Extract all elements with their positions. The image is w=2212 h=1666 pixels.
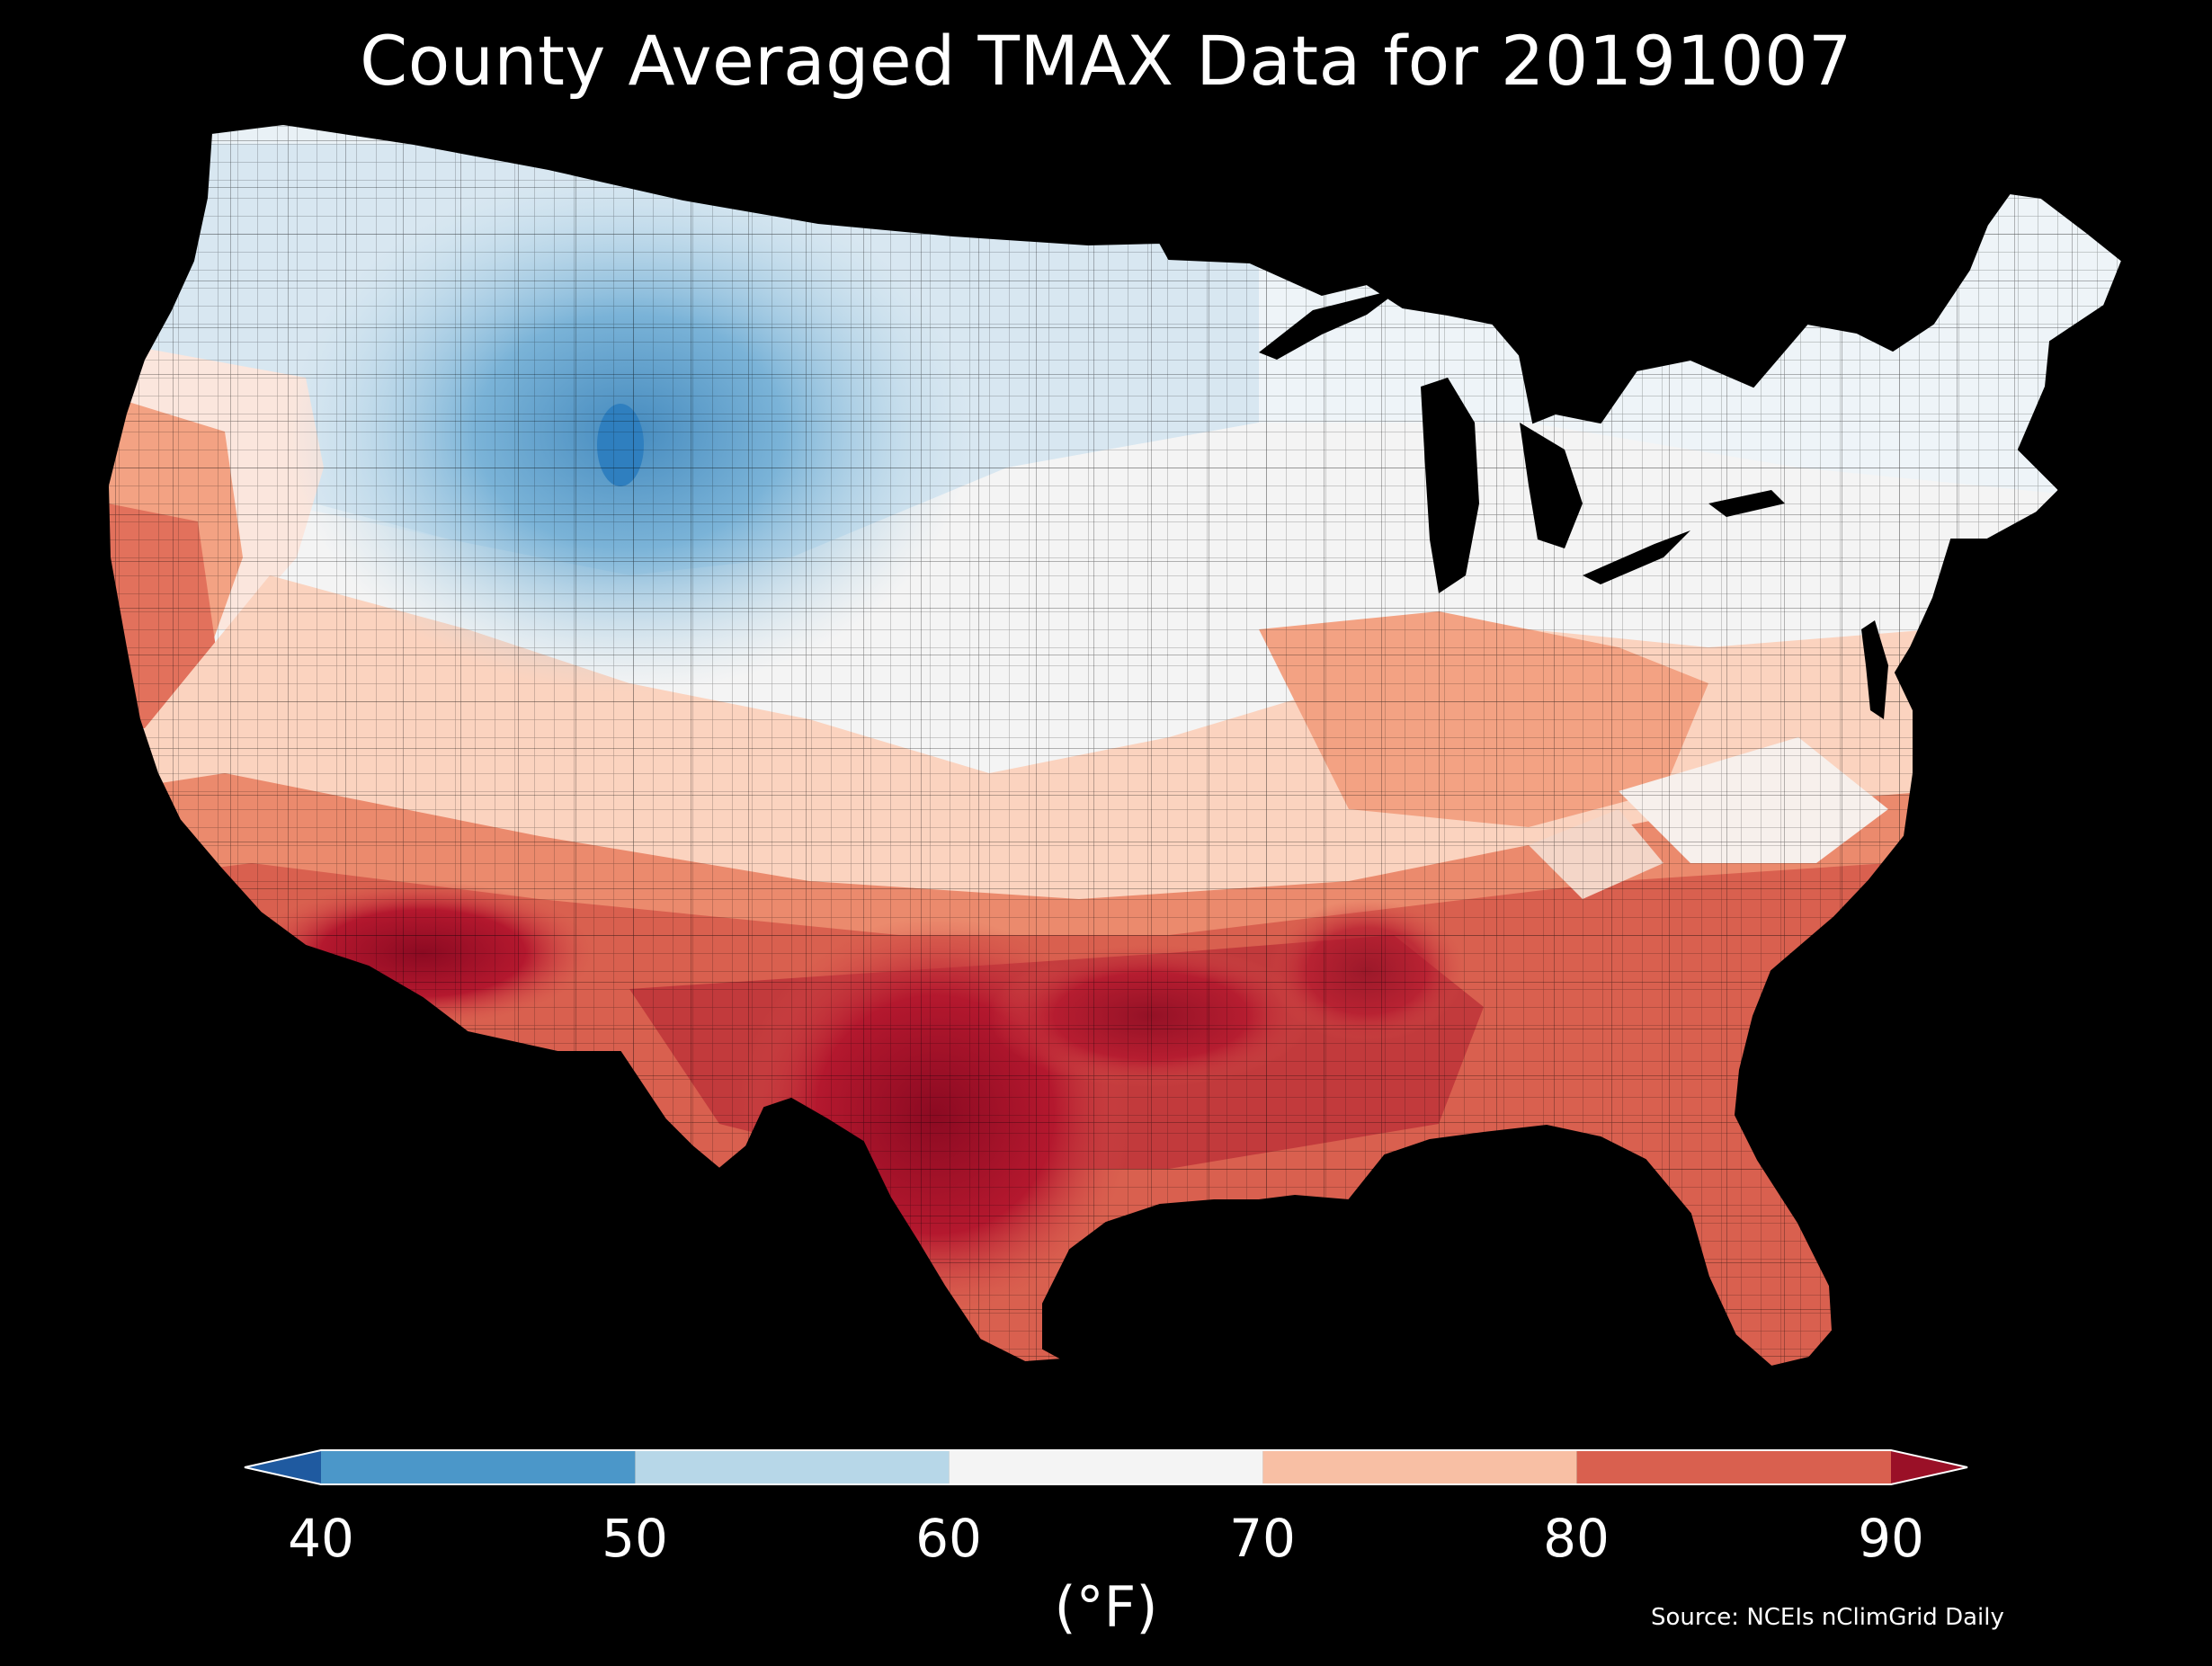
colorbar-bin: [635, 1450, 950, 1484]
colorbar-tick-label: 60: [915, 1508, 982, 1569]
lake-erie: [1583, 530, 1690, 584]
us-outline: [106, 122, 2124, 1368]
colorbar-tick-label: 70: [1229, 1508, 1296, 1569]
map-title: County Averaged TMAX Data for 20191007: [360, 21, 1852, 101]
lake-michigan: [1421, 378, 1479, 593]
colorbar-tick-label: 40: [288, 1508, 354, 1569]
colorbar-tick-label: 80: [1543, 1508, 1610, 1569]
lake-huron: [1520, 423, 1583, 548]
colorbar-bin: [949, 1450, 1263, 1484]
chesapeake-bay: [1861, 620, 1888, 719]
great-lakes: [1259, 288, 1888, 719]
colorbar-extend-low: [245, 1450, 321, 1484]
colorbar-bin: [321, 1450, 636, 1484]
colorbar-tick-label: 90: [1858, 1508, 1924, 1569]
source-credit: Source: NCEIs nClimGrid Daily: [1651, 1604, 2004, 1631]
colorbar-unit-label: (°F): [1054, 1574, 1158, 1640]
colorbar-bin: [1576, 1450, 1891, 1484]
lake-superior: [1259, 288, 1403, 360]
lake-ontario: [1708, 490, 1785, 517]
colorbar-extend-high: [1891, 1450, 1967, 1484]
colorbar-bin: [1262, 1450, 1577, 1484]
colorbar-outline: [244, 1449, 1968, 1485]
colorbar-tick-label: 50: [602, 1508, 668, 1569]
